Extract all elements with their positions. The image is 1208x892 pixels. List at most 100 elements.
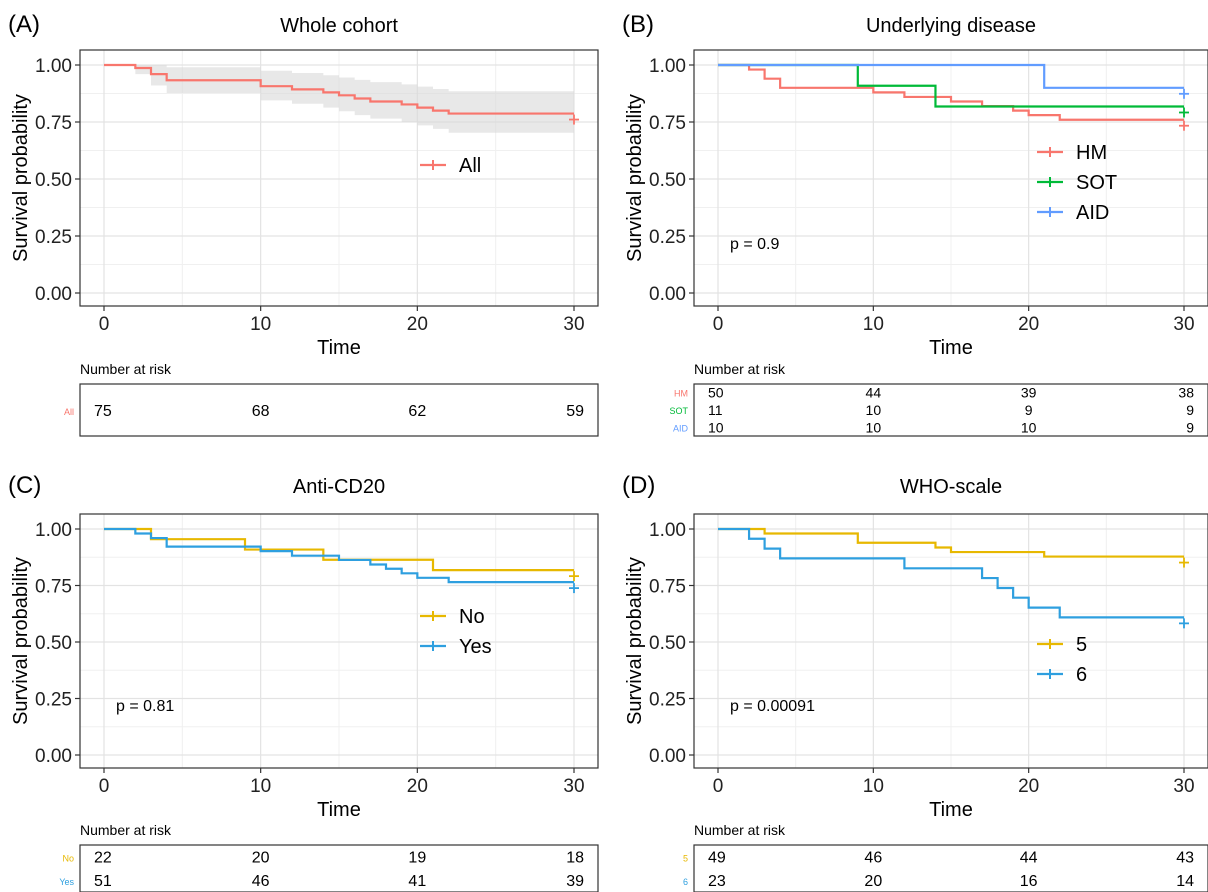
chart-title: Underlying disease: [866, 15, 1036, 37]
risk-table-title: Number at risk: [694, 822, 786, 838]
survival-curve-yes: [104, 527, 574, 584]
p-value: p = 0.00091: [730, 698, 815, 715]
chart-title: Whole cohort: [280, 15, 398, 37]
risk-row-label: 6: [683, 877, 688, 887]
survival-curve-all: [104, 63, 574, 115]
risk-value: 18: [566, 850, 584, 867]
risk-value: 9: [1186, 402, 1194, 418]
plot-border: [79, 49, 599, 307]
chart-title: WHO-scale: [900, 476, 1002, 498]
panel-label: (D): [622, 472, 655, 499]
confidence-band: [104, 65, 574, 133]
risk-value: 23: [708, 873, 726, 890]
legend-label-no: No: [459, 606, 485, 628]
chart-title: Anti-CD20: [293, 476, 385, 498]
x-tick-label: 0: [99, 776, 110, 797]
legend-label-yes: Yes: [459, 636, 492, 658]
risk-table: [693, 383, 1208, 437]
risk-value: 14: [1176, 873, 1194, 890]
x-axis-label: Time: [317, 337, 361, 359]
plot-border: [693, 49, 1208, 307]
legend-label-5: 5: [1076, 634, 1087, 656]
x-tick-label: 20: [407, 314, 428, 335]
panel-2: (B) Underlying disease 0.00 0.25 0.50 0.75 1.0…: [622, 11, 1208, 437]
y-tick-label: 0.25: [35, 227, 72, 248]
risk-value: 62: [408, 403, 426, 420]
y-tick-label: 1.00: [35, 56, 72, 77]
y-tick-label: 0.50: [649, 170, 686, 191]
risk-row-label: Yes: [59, 877, 74, 887]
risk-value: 11: [708, 402, 723, 418]
risk-value: 10: [708, 419, 724, 435]
legend-label-all: All: [459, 155, 481, 177]
survival-curve-hm: [718, 63, 1184, 121]
risk-table-title: Number at risk: [694, 361, 786, 377]
y-tick-label: 0.25: [35, 690, 72, 711]
risk-table: [79, 844, 599, 892]
x-tick-label: 10: [250, 314, 271, 335]
y-tick-label: 0.50: [649, 633, 686, 654]
legend-label-6: 6: [1076, 664, 1087, 686]
legend-label-aid: AID: [1076, 202, 1109, 224]
risk-value: 16: [1020, 873, 1038, 890]
legend-label-hm: HM: [1076, 142, 1107, 164]
risk-value: 10: [1021, 419, 1037, 435]
x-tick-label: 30: [563, 314, 584, 335]
y-tick-label: 0.00: [649, 746, 686, 767]
x-tick-label: 20: [1018, 776, 1039, 797]
risk-row-label: 5: [683, 854, 688, 864]
risk-value: 10: [866, 419, 882, 435]
risk-row-label: HM: [674, 389, 688, 399]
y-tick-label: 1.00: [649, 520, 686, 541]
risk-row-label: SOT: [669, 406, 688, 416]
x-tick-label: 30: [1173, 314, 1194, 335]
risk-table-title: Number at risk: [80, 361, 172, 377]
survival-curve-5: [718, 527, 1184, 558]
x-axis-label: Time: [317, 799, 361, 821]
risk-value: 20: [864, 873, 882, 890]
risk-value: 38: [1178, 385, 1194, 401]
y-tick-label: 0.75: [649, 577, 686, 598]
y-tick-label: 0.25: [649, 690, 686, 711]
risk-value: 10: [866, 402, 882, 418]
risk-value: 9: [1025, 402, 1033, 418]
y-tick-label: 0.75: [649, 113, 686, 134]
risk-value: 46: [252, 873, 270, 890]
panel-1: (A) Whole cohort 0.00 0.25 0.50 0.75 1.00 0 10 20…: [8, 11, 599, 437]
panel-label: (C): [8, 472, 41, 499]
y-tick-label: 0.75: [35, 577, 72, 598]
y-axis-label: Survival probability: [624, 557, 646, 725]
x-tick-label: 10: [250, 776, 271, 797]
panel-label: (B): [622, 11, 654, 38]
x-tick-label: 10: [863, 314, 884, 335]
risk-table-title: Number at risk: [80, 822, 172, 838]
risk-row-label: All: [64, 407, 74, 417]
survival-curve-aid: [718, 63, 1184, 89]
y-tick-label: 1.00: [35, 520, 72, 541]
legend-label-sot: SOT: [1076, 172, 1117, 194]
y-tick-label: 0.00: [649, 284, 686, 305]
y-tick-label: 0.25: [649, 227, 686, 248]
risk-value: 68: [252, 403, 270, 420]
y-tick-label: 1.00: [649, 56, 686, 77]
x-tick-label: 30: [1173, 776, 1194, 797]
risk-value: 75: [94, 403, 112, 420]
risk-value: 44: [866, 385, 882, 401]
panel-label: (A): [8, 11, 40, 38]
risk-value: 41: [408, 873, 426, 890]
y-axis-label: Survival probability: [624, 94, 646, 262]
y-tick-label: 0.75: [35, 113, 72, 134]
x-tick-label: 20: [407, 776, 428, 797]
risk-value: 44: [1020, 850, 1038, 867]
risk-value: 49: [708, 850, 726, 867]
risk-table: [79, 383, 599, 437]
y-tick-label: 0.00: [35, 284, 72, 305]
y-tick-label: 0.00: [35, 746, 72, 767]
risk-value: 50: [708, 385, 724, 401]
p-value: p = 0.81: [116, 698, 174, 715]
x-axis-label: Time: [929, 337, 973, 359]
survival-curve-6: [718, 527, 1184, 619]
x-tick-label: 30: [563, 776, 584, 797]
x-axis-label: Time: [929, 799, 973, 821]
